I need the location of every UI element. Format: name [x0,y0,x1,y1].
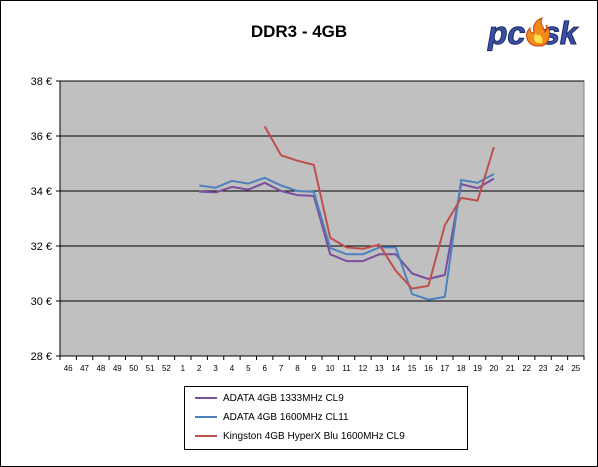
series-line-1 [199,173,495,301]
x-tick-label: 25 [571,364,580,373]
x-tick-label: 7 [279,364,284,373]
x-tick-label: 19 [473,364,482,373]
x-tick-label: 18 [457,364,466,373]
x-tick-label: 11 [342,364,351,373]
y-tick-label: 28 € [31,351,52,363]
x-tick-label: 48 [96,364,105,373]
x-tick-label: 15 [408,364,417,373]
x-tick-label: 6 [262,364,267,373]
legend-swatch-icon [195,397,217,399]
x-tick-label: 49 [113,364,122,373]
x-tick-label: 14 [391,364,400,373]
legend-item-adata-1600: ADATA 4GB 1600MHz CL11 [195,410,349,424]
x-tick-label: 20 [489,364,498,373]
pcosk-logo: pc sk [486,15,582,52]
x-tick-label: 23 [539,364,548,373]
series-line-2 [263,125,495,290]
legend-item-adata-1333: ADATA 4GB 1333MHz CL9 [195,391,344,405]
x-tick-label: 47 [80,364,89,373]
x-tick-label: 13 [375,364,384,373]
x-tick-label: 2 [197,364,202,373]
y-tick-label: 34 € [31,186,52,198]
chart-legend: ADATA 4GB 1333MHz CL9 ADATA 4GB 1600MHz … [184,386,468,450]
x-tick-label: 5 [246,364,251,373]
x-tick-label: 10 [326,364,335,373]
y-tick-label: 30 € [31,296,52,308]
chart-title: DDR3 - 4GB [250,22,348,41]
x-tick-label: 4 [230,364,235,373]
x-tick-label: 21 [506,364,515,373]
x-tick-label: 51 [146,364,155,373]
x-tick-label: 9 [312,364,317,373]
flame-icon [526,17,550,47]
svg-text:pc: pc [486,15,529,51]
y-tick-label: 36 € [31,131,52,143]
x-tick-label: 50 [129,364,138,373]
x-tick-label: 8 [295,364,300,373]
x-tick-label: 46 [64,364,73,373]
x-tick-label: 16 [424,364,433,373]
x-tick-label: 52 [162,364,171,373]
y-tick-label: 38 € [31,76,52,88]
legend-swatch-icon [195,416,217,418]
legend-label: Kingston 4GB HyperX Blu 1600MHz CL9 [223,430,405,442]
series-line-0 [199,177,495,280]
legend-label: ADATA 4GB 1333MHz CL9 [223,392,344,404]
legend-swatch-icon [195,435,217,437]
legend-label: ADATA 4GB 1600MHz CL11 [223,411,349,423]
x-tick-label: 1 [181,364,186,373]
x-tick-label: 3 [213,364,218,373]
y-tick-label: 32 € [31,241,52,253]
x-tick-label: 22 [522,364,531,373]
x-tick-label: 12 [358,364,367,373]
x-tick-label: 17 [440,364,449,373]
legend-item-kingston: Kingston 4GB HyperX Blu 1600MHz CL9 [195,429,405,443]
x-tick-label: 24 [555,364,564,373]
